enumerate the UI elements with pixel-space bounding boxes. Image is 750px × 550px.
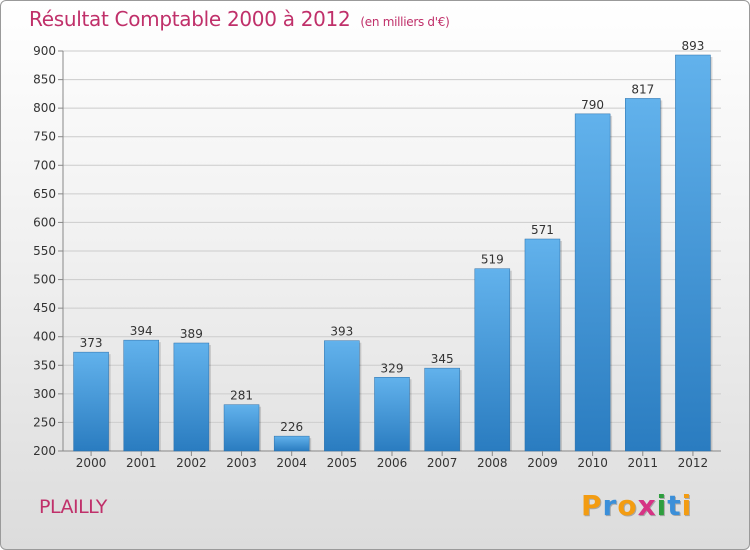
x-tick-label-2007: 2007: [427, 456, 458, 470]
bar-2008: [474, 268, 511, 452]
y-tick-label: 900: [33, 44, 56, 58]
y-tick-label: 850: [33, 73, 56, 87]
y-tick-label: 450: [33, 301, 56, 315]
data-label-2011: 817: [631, 82, 654, 96]
x-axis: 2000 2001 2002 2003 2004 2005 2006 2007 2008 2009…: [76, 451, 708, 470]
x-tick-label-2010: 2010: [577, 456, 608, 470]
x-tick-label-2011: 2011: [627, 456, 658, 470]
commune-name: PLAILLY: [39, 496, 107, 518]
title-text: Résultat Comptable 2000 à 2012: [29, 7, 351, 31]
x-tick-label-2012: 2012: [678, 456, 709, 470]
data-label-2000: 373: [80, 336, 103, 350]
bar-2010: [574, 113, 611, 452]
proxiti-logo: Proxiti: [581, 489, 692, 522]
y-tick-label: 300: [33, 387, 56, 401]
x-tick-label-2006: 2006: [377, 456, 408, 470]
bar-2000: [73, 351, 109, 452]
y-tick-label: 550: [33, 244, 56, 258]
logo-letter: x: [637, 489, 657, 522]
x-tick-label-2009: 2009: [527, 456, 558, 470]
data-label-2007: 345: [431, 352, 454, 366]
x-tick-label-2003: 2003: [226, 456, 257, 470]
data-label-2004: 226: [280, 420, 303, 434]
logo-letter: o: [617, 489, 638, 522]
y-tick-label: 800: [33, 101, 56, 115]
x-tick-label-2000: 2000: [76, 456, 107, 470]
bar-2001: [123, 339, 159, 452]
bar-2004: [273, 435, 310, 452]
y-tick-label: 750: [33, 130, 56, 144]
bars: 373 394 389 281 226 393 329 345 519 571 790 817 893: [73, 39, 713, 452]
x-tick-label-2004: 2004: [276, 456, 307, 470]
x-tick-label-2005: 2005: [327, 456, 358, 470]
y-tick-label: 600: [33, 215, 56, 229]
bar-2002: [173, 342, 210, 452]
logo-letter: t: [667, 489, 682, 522]
x-tick-label-2008: 2008: [477, 456, 508, 470]
data-label-2003: 281: [230, 389, 253, 403]
bar-2006: [374, 377, 410, 452]
bar-2009: [524, 238, 561, 452]
y-tick-label: 200: [33, 444, 56, 458]
bar-2007: [424, 367, 460, 452]
y-tick-label: 650: [33, 187, 56, 201]
unit-label: (en milliers d'€): [360, 15, 450, 29]
logo-letter: i: [656, 489, 668, 522]
x-tick-label-2001: 2001: [126, 456, 157, 470]
data-label-2001: 394: [130, 324, 153, 338]
data-label-2002: 389: [180, 327, 203, 341]
x-tick-label-2002: 2002: [176, 456, 207, 470]
y-tick-label: 350: [33, 358, 56, 372]
bar-2012: [675, 54, 711, 452]
bar-2003: [223, 404, 260, 452]
data-label-2008: 519: [481, 253, 504, 267]
bar-2011: [625, 98, 661, 452]
bar-2005: [324, 340, 360, 452]
logo-letter: P: [581, 489, 603, 522]
y-tick-label: 400: [33, 330, 56, 344]
y-tick-label: 250: [33, 415, 56, 429]
logo-letter: i: [681, 489, 693, 522]
y-tick-label: 700: [33, 158, 56, 172]
data-label-2010: 790: [581, 98, 604, 112]
y-tick-label: 500: [33, 273, 56, 287]
chart-title: Résultat Comptable 2000 à 2012 (en millie…: [29, 7, 450, 31]
data-label-2012: 893: [681, 39, 704, 53]
data-label-2006: 329: [381, 361, 404, 375]
data-label-2009: 571: [531, 223, 554, 237]
data-label-2005: 393: [330, 325, 353, 339]
logo-letter: r: [602, 489, 618, 522]
